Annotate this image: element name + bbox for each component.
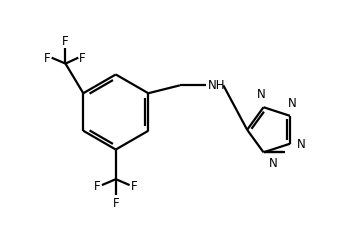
Text: N: N <box>297 138 306 151</box>
Text: N: N <box>288 97 297 109</box>
Text: F: F <box>79 52 86 65</box>
Text: N: N <box>257 88 266 101</box>
Text: F: F <box>62 35 69 48</box>
Text: F: F <box>112 196 119 209</box>
Text: F: F <box>44 52 51 65</box>
Text: NH: NH <box>208 79 225 91</box>
Text: F: F <box>131 179 137 192</box>
Text: N: N <box>268 157 277 169</box>
Text: F: F <box>94 179 101 192</box>
